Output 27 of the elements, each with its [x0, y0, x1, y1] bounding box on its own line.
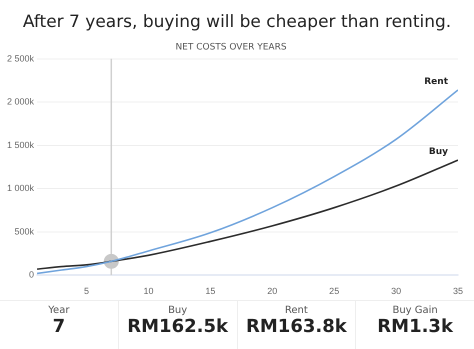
text: Buy Gain	[391, 305, 439, 316]
chart-subtitle: NET COSTS OVER YEARS	[175, 42, 287, 53]
series-label: Rent	[424, 76, 449, 87]
text: Rent	[284, 305, 309, 316]
y-tick-label: 1 000k	[6, 183, 35, 194]
x-tick-label: 35	[452, 286, 464, 296]
y-tick-label: 500k	[14, 226, 35, 236]
y-tick-label: 2 000k	[6, 96, 35, 107]
y-tick-label: 2 500k	[6, 53, 35, 64]
y-tick-label: 1 500k	[6, 140, 35, 150]
text: RM162.5k	[126, 316, 230, 337]
text: Year	[47, 305, 70, 316]
line-series	[37, 89, 458, 274]
text: RM1.3k	[376, 316, 454, 337]
x-tick-label: 30	[391, 286, 402, 296]
series-label: Buy	[428, 147, 448, 158]
text: 7	[52, 316, 66, 337]
text: RM163.8k	[245, 316, 348, 337]
x-tick-label: 10	[143, 286, 154, 296]
chart-title: After 7 years, buying will be cheaper than renting.	[22, 11, 452, 34]
y-tick-label: 0	[29, 270, 34, 280]
x-tick-label: 5	[84, 286, 90, 296]
x-tick-label: 20	[267, 286, 278, 296]
x-tick-label: 15	[205, 286, 216, 296]
text: Buy	[167, 305, 188, 316]
x-tick-label: 25	[329, 286, 340, 296]
line-series	[37, 159, 458, 270]
